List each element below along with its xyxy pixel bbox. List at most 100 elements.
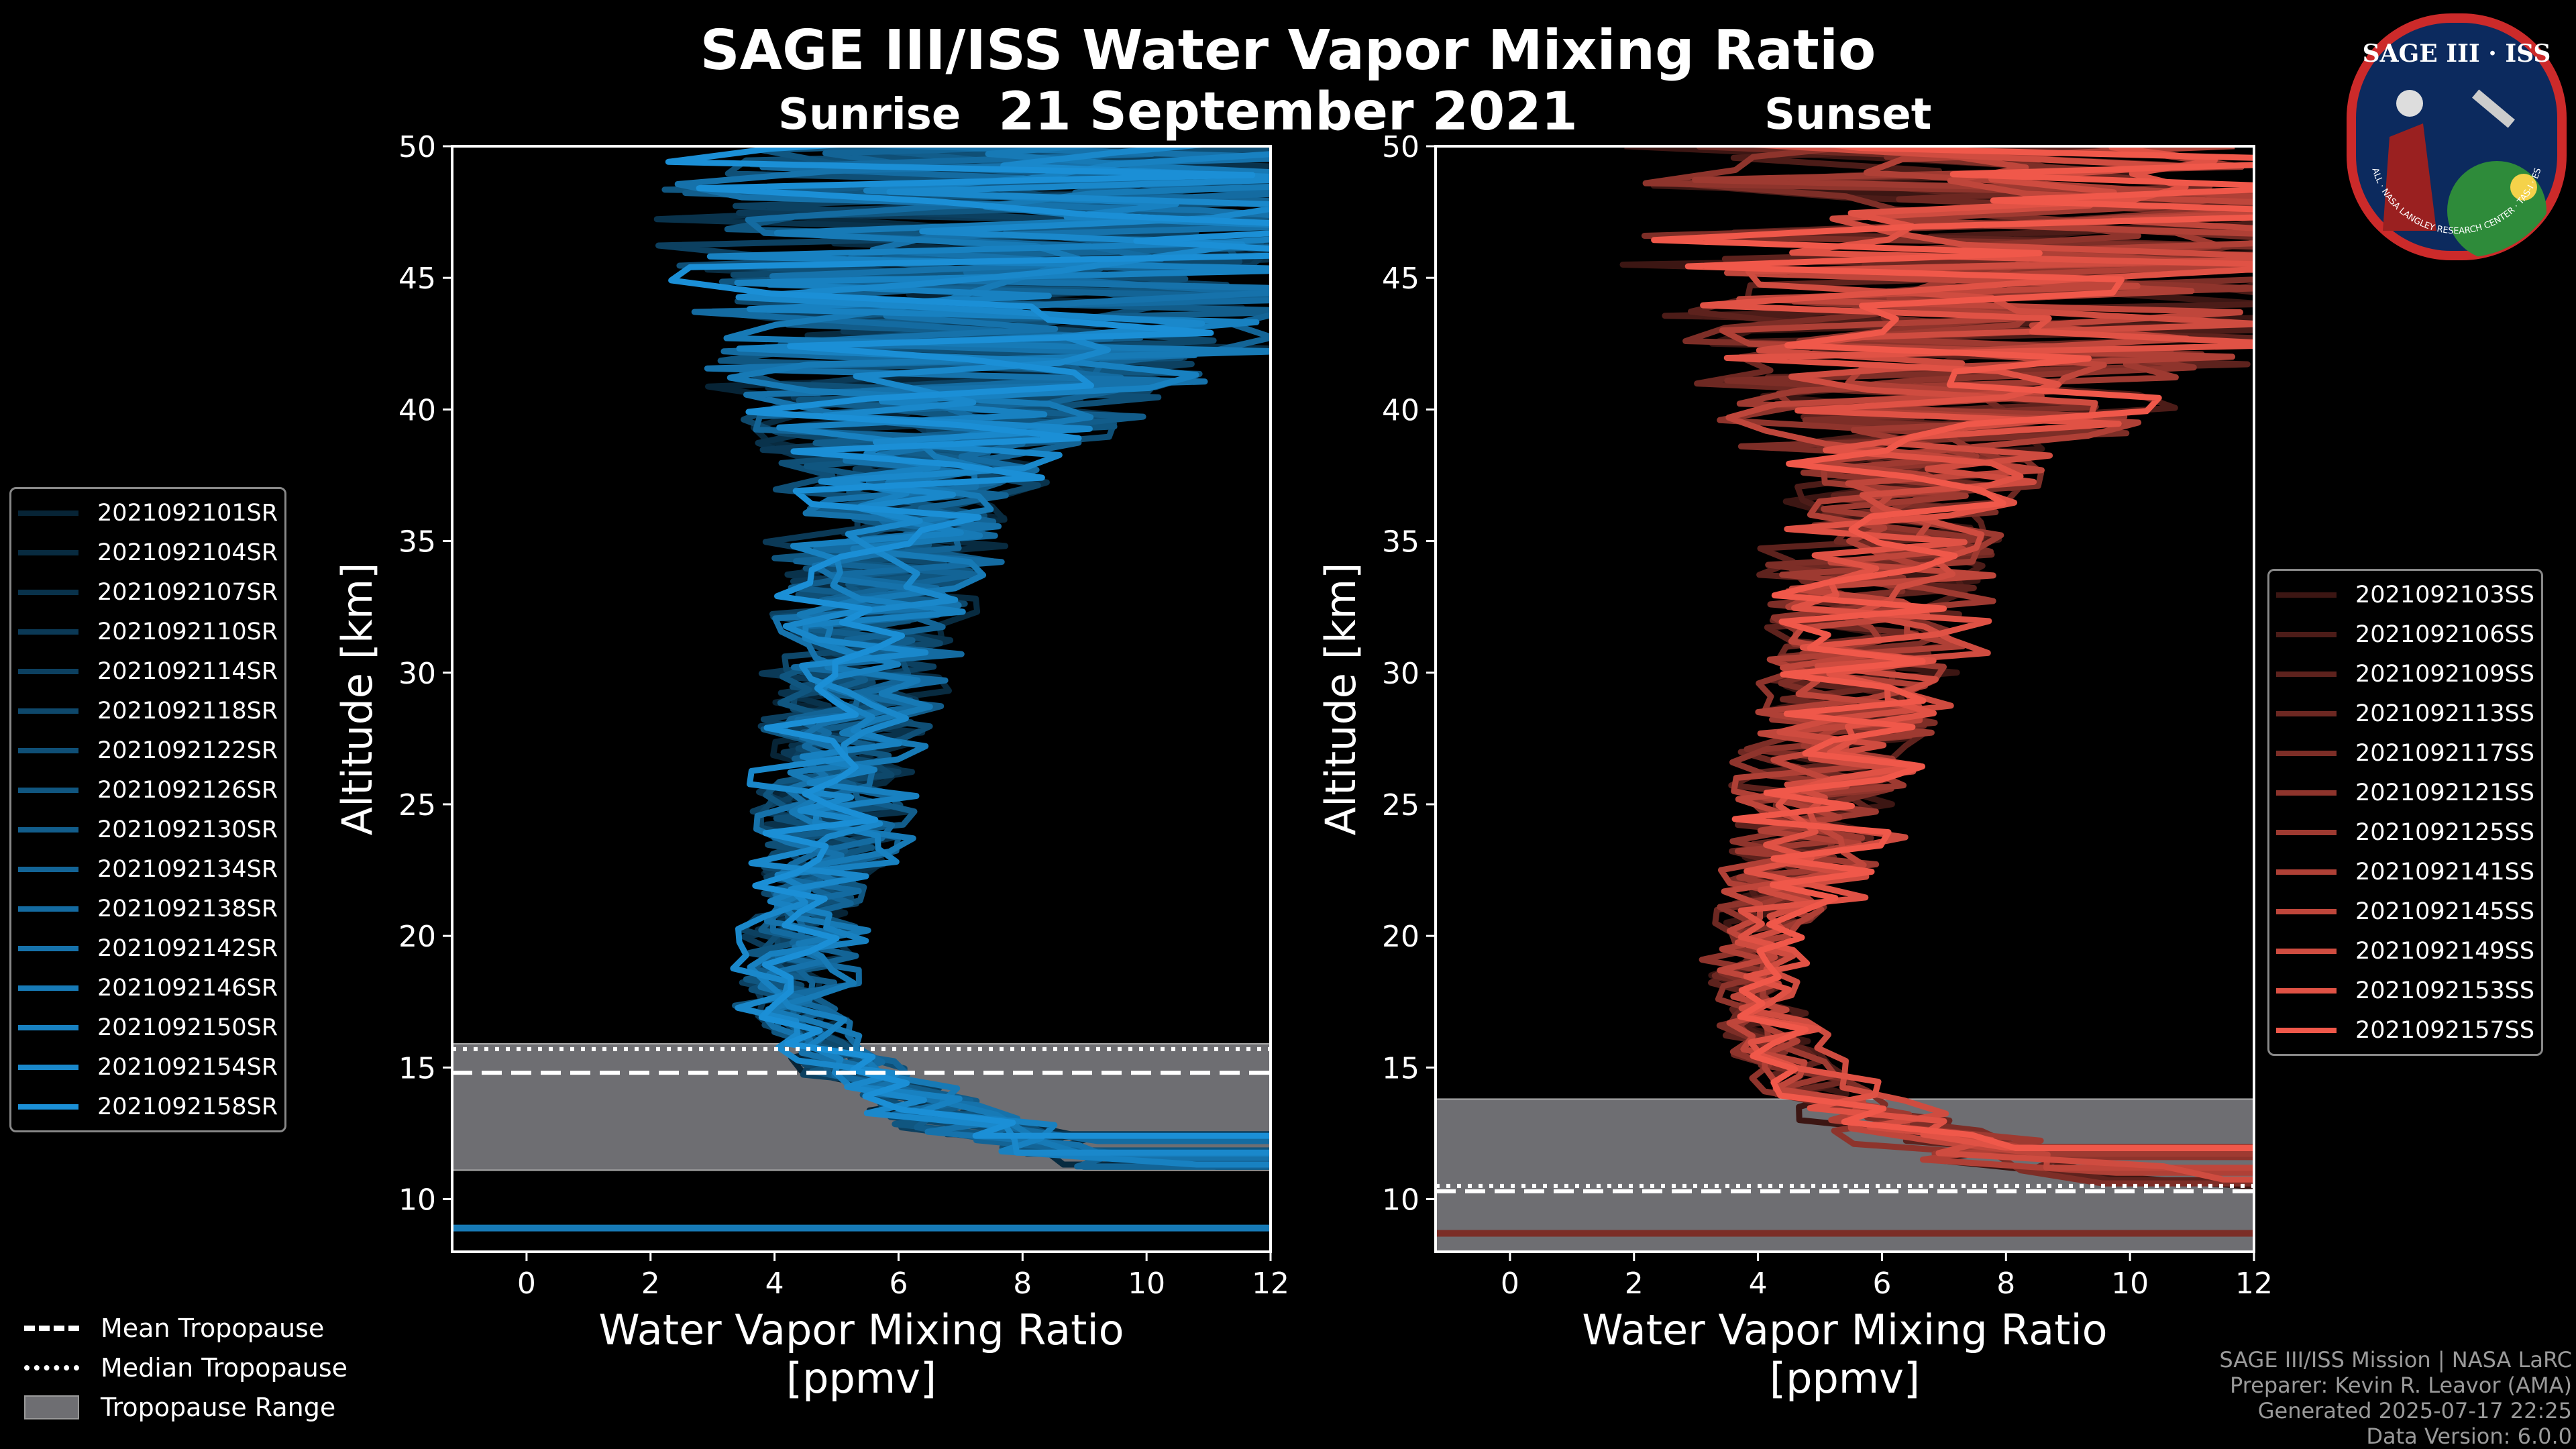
legend-swatch (18, 985, 78, 991)
legend-item-2021092110SR: 2021092110SR (18, 612, 278, 651)
x-tick-label: 10 (1128, 1267, 1165, 1301)
legend-swatch (18, 906, 78, 912)
y-tick-label: 25 (1382, 788, 1419, 822)
profile-line-2021092149SS (1729, 146, 2254, 1183)
dotted-line-swatch (24, 1364, 79, 1371)
profile-lines (452, 146, 1271, 1232)
legend-swatch (18, 1024, 78, 1030)
legend-swatch (18, 629, 78, 635)
y-tick-label: 30 (1382, 657, 1419, 691)
legend-item-2021092121SS: 2021092121SS (2276, 773, 2534, 812)
y-axis-label: Altitude [km] (333, 563, 382, 836)
legend-swatch (18, 510, 78, 516)
legend-item-2021092125SS: 2021092125SS (2276, 812, 2534, 852)
legend-swatch (18, 866, 78, 872)
legend-item-2021092101SR: 2021092101SR (18, 493, 278, 533)
legend-item-2021092106SS: 2021092106SS (2276, 614, 2534, 654)
plot-frame (1434, 145, 2255, 1253)
legend-mean-label: Mean Tropopause (101, 1313, 325, 1343)
legend-label: 2021092106SS (2355, 621, 2535, 648)
y-axis-label: Altitude [km] (1316, 563, 1365, 836)
legend-label: 2021092118SR (97, 697, 278, 724)
y-tick-label: 20 (1382, 920, 1419, 954)
legend-swatch (18, 1104, 78, 1110)
x-axis-label: Water Vapor Mixing Ratio (598, 1305, 1124, 1354)
y-tick-label: 15 (1382, 1051, 1419, 1085)
legend-swatch (18, 668, 78, 674)
x-tick-label: 8 (1996, 1267, 2015, 1301)
legend-mean-tropopause: Mean Tropopause (24, 1308, 347, 1348)
x-tick-label: 4 (765, 1267, 784, 1301)
x-tick-label: 12 (2235, 1267, 2273, 1301)
y-tick-label: 40 (398, 393, 436, 427)
legend-label: 2021092154SR (97, 1053, 278, 1081)
legend-item-2021092109SS: 2021092109SS (2276, 654, 2534, 694)
legend-label: 2021092103SS (2355, 581, 2535, 608)
chart-title: SAGE III/ISS Water Vapor Mixing Ratio (700, 19, 1876, 83)
legend-label: 2021092101SR (97, 499, 278, 527)
plot-frame (451, 145, 1272, 1253)
legend-label: 2021092114SR (97, 657, 278, 685)
sunset-subtitle: Sunset (1764, 90, 1932, 140)
iss-station-icon (2472, 89, 2515, 128)
y-tick-label: 40 (1382, 393, 1419, 427)
y-tick-label: 50 (398, 130, 436, 164)
legend-swatch (18, 708, 78, 714)
legend-item-2021092118SR: 2021092118SR (18, 691, 278, 731)
x-tick-label: 2 (1625, 1267, 1644, 1301)
legend-item-2021092126SR: 2021092126SR (18, 770, 278, 810)
profile-line-2021092145SS (1717, 146, 2254, 1171)
x-tick-label: 8 (1013, 1267, 1032, 1301)
legend-label: 2021092157SS (2355, 1016, 2535, 1044)
legend-item-2021092114SR: 2021092114SR (18, 651, 278, 691)
legend-label: 2021092134SR (97, 855, 278, 883)
credit-generated: Generated 2025-07-17 22:25 (2257, 1398, 2572, 1424)
legend-swatch (2276, 1027, 2337, 1033)
legend-item-2021092107SR: 2021092107SR (18, 572, 278, 612)
x-tick-label: 0 (1501, 1267, 1519, 1301)
credit-mission: SAGE III/ISS Mission | NASA LaRC (2219, 1347, 2572, 1373)
legend-swatch (2276, 592, 2337, 598)
legend-item-2021092104SR: 2021092104SR (18, 533, 278, 572)
legend-label: 2021092126SR (97, 776, 278, 804)
legend-swatch (2276, 908, 2337, 914)
legend-swatch (18, 549, 78, 555)
legend-swatch (2276, 710, 2337, 716)
legend-label: 2021092150SR (97, 1014, 278, 1041)
legend-label: 2021092109SS (2355, 660, 2535, 688)
legend-label: 2021092104SR (97, 539, 278, 566)
legend-item-2021092134SR: 2021092134SR (18, 849, 278, 889)
legend-swatch (2276, 987, 2337, 994)
legend-swatch (18, 1064, 78, 1070)
sunset-panel: 0 2 4 6 8 10 12 10 15 20 25 30 35 40 45 50 Water Vapor M… (1316, 130, 2273, 1403)
legend-label: 2021092113SS (2355, 700, 2535, 727)
x-tick-label: 4 (1749, 1267, 1768, 1301)
legend-label: 2021092146SR (97, 974, 278, 1002)
legend-label: 2021092125SS (2355, 818, 2535, 846)
legend-label: 2021092107SR (97, 578, 278, 606)
legend-item-2021092158SR: 2021092158SR (18, 1087, 278, 1126)
dashed-line-swatch (24, 1325, 79, 1331)
y-tick-label: 35 (398, 525, 436, 559)
credit-version: Data Version: 6.0.0 (2366, 1424, 2572, 1449)
y-tick-label: 50 (1382, 130, 1419, 164)
x-tick-label: 10 (2111, 1267, 2149, 1301)
legend-swatch (2276, 750, 2337, 756)
x-tick-label: 6 (889, 1267, 908, 1301)
legend-label: 2021092153SS (2355, 977, 2535, 1004)
sunrise-legend: 2021092101SR 2021092104SR 2021092107SR 2021… (9, 487, 287, 1132)
x-axis-label-units: [ppmv] (786, 1354, 936, 1403)
y-tick-label: 45 (398, 262, 436, 296)
legend-swatch (2276, 829, 2337, 835)
y-tick-label: 20 (398, 920, 436, 954)
legend-label: 2021092138SR (97, 895, 278, 922)
legend-swatch (2276, 631, 2337, 637)
legend-swatch (2276, 671, 2337, 677)
y-tick-label: 15 (398, 1051, 436, 1085)
credit-preparer: Preparer: Kevin R. Leavor (AMA) (2229, 1373, 2572, 1398)
legend-label: 2021092130SR (97, 816, 278, 843)
profile-lines (1436, 146, 2254, 1237)
legend-item-2021092149SS: 2021092149SS (2276, 931, 2534, 971)
legend-swatch (18, 589, 78, 595)
